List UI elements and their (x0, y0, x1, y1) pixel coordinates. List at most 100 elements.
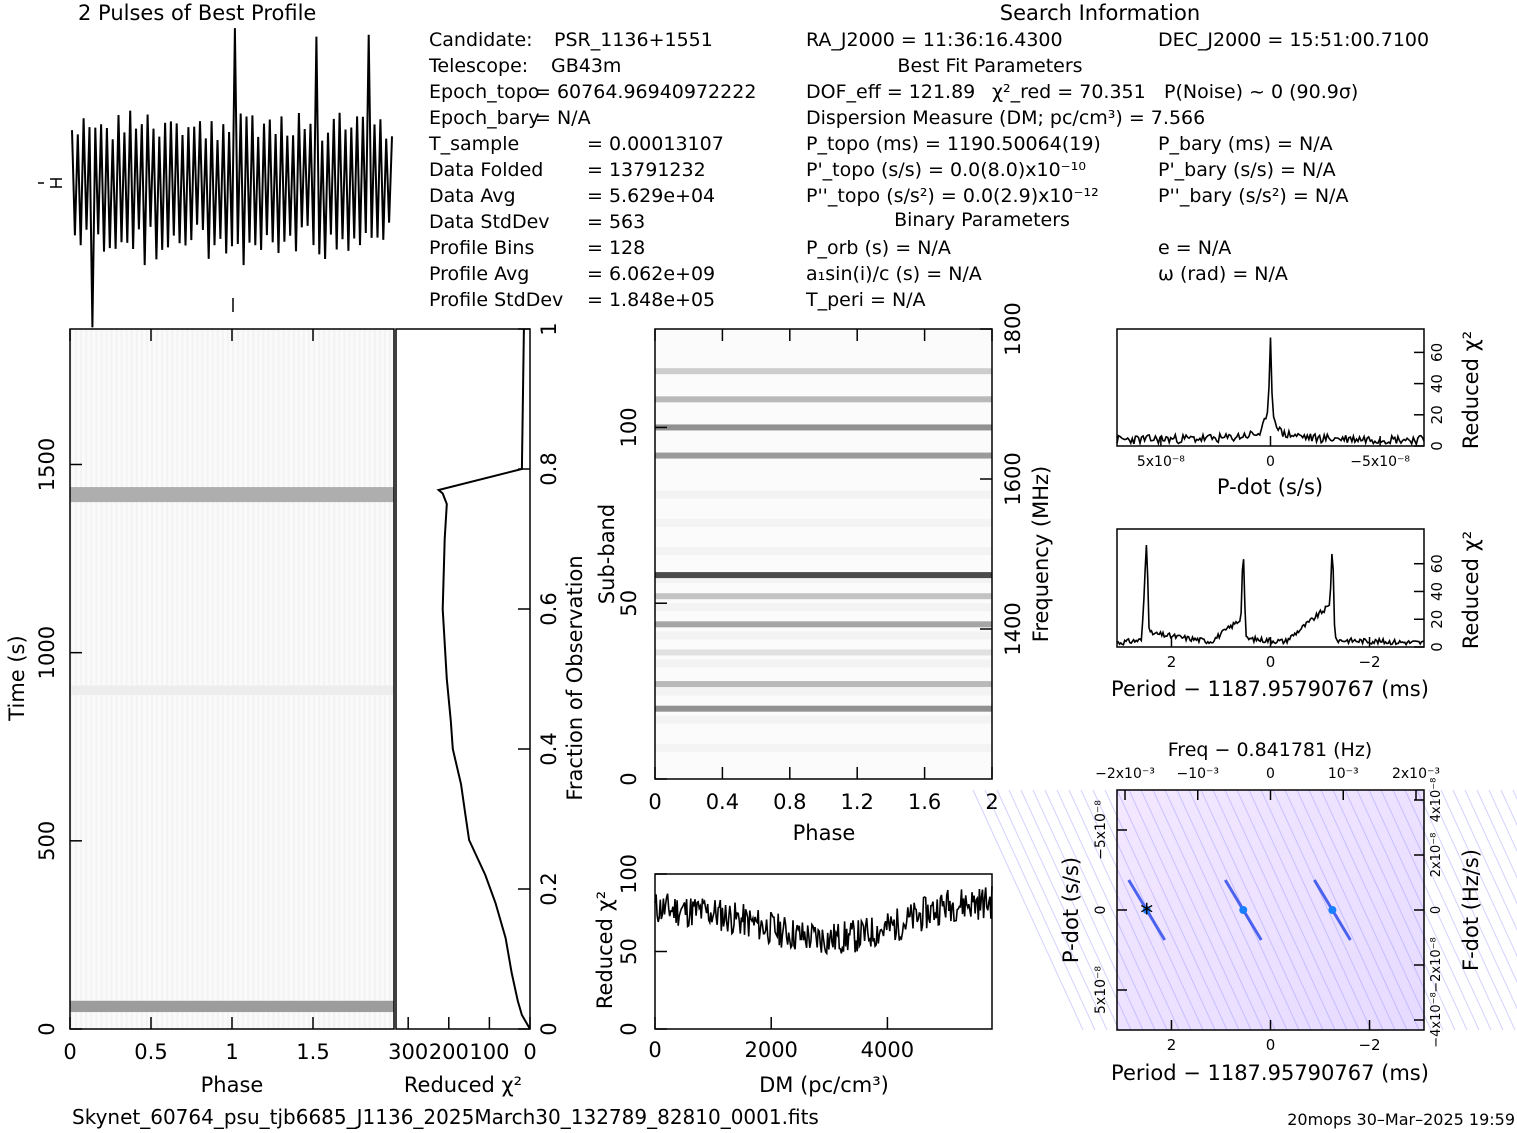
time-phase-stripe (90, 329, 93, 1029)
time-phase-stripe (277, 329, 280, 1029)
pdot-ytick-label: 40 (1428, 374, 1446, 393)
period-ytick-label: 60 (1428, 554, 1446, 573)
ppdot-stripe (1164, 789, 1276, 1031)
pdot-chi2-plot: 5x10⁻⁸ 0 −5x10⁻⁸ 0 20 40 60 P-dot (s/s) Reduce… (1116, 328, 1483, 499)
ppdot-stripe (1128, 789, 1240, 1031)
subband-band (655, 649, 992, 656)
info-label: Data Folded (429, 159, 544, 181)
time-phase-stripe (176, 329, 179, 1029)
time-phase-stripe (232, 329, 234, 1029)
cumulative-chi2-line (436, 328, 531, 1030)
dm-ytick-label: 0 (617, 1022, 641, 1035)
cumulative-xlabel: Reduced χ² (404, 1073, 522, 1097)
time-phase-stripe (297, 329, 300, 1029)
time-phase-stripe (186, 329, 189, 1029)
info-row: Epoch_bary = N/A (429, 105, 591, 131)
info-value: = 6.062e+09 (587, 263, 716, 285)
ppdot-stripe (1284, 789, 1396, 1031)
period-xtick-label: 0 (1266, 653, 1276, 671)
dm-chi2-line (654, 886, 993, 956)
time-phase-stripe (282, 329, 285, 1029)
info-row: Telescope: GB43m (429, 53, 621, 79)
subband-stripe (655, 631, 992, 640)
ppdot-stripe (1212, 789, 1324, 1031)
time-phase-stripe (80, 329, 83, 1029)
time-phase-stripe (95, 329, 98, 1029)
time-phase-stripe (307, 329, 310, 1029)
subband-xtick-label: 1.6 (908, 790, 941, 814)
period-ylabel: Reduced χ² (1459, 531, 1483, 649)
dm-ytick-label: 50 (617, 938, 641, 965)
ppdot-stripe (1356, 789, 1468, 1031)
subband-band (655, 368, 992, 375)
time-phase-stripe (85, 329, 88, 1029)
ppdot-ylabel: P-dot (s/s) (1059, 857, 1083, 963)
period-frame (1116, 528, 1425, 648)
time-phase-stripe (211, 329, 214, 1029)
time-phase-stripe (166, 329, 169, 1029)
time-phase-xlabel: Phase (201, 1073, 264, 1097)
time-phase-stripe (378, 329, 381, 1029)
time-phase-xtick-label: 1 (225, 1040, 238, 1064)
time-phase-stripe (206, 329, 209, 1029)
frequency-ytick-label: 1800 (1001, 302, 1025, 355)
info-value: = 5.629e+04 (587, 185, 716, 207)
ppdot-xlabel: Period − 1187.95790767 (ms) (1111, 1061, 1429, 1085)
search-info: RA_J2000 = 11:36:16.4300 DEC_J2000 = 15:… (806, 27, 1506, 317)
ppdot-stripe (1116, 789, 1228, 1031)
subband-stripe (655, 603, 992, 612)
ppdot-xtick-label: 0 (1266, 1036, 1276, 1054)
profile-line (71, 28, 393, 328)
time-phase-stripe (125, 329, 128, 1029)
info-label: Telescope: (429, 55, 529, 77)
a1-value: a₁sin(i)/c (s) = N/A (806, 263, 982, 285)
subband-stripe (655, 546, 992, 555)
info-value: = 1.848e+05 (587, 289, 716, 311)
dm-xlabel: DM (pc/cm³) (759, 1073, 889, 1097)
profile-errorbar (38, 178, 62, 188)
info-row: T_sample = 0.00013107 (429, 131, 724, 157)
subband-xtick-label: 0 (648, 790, 661, 814)
period-xtick-label: 2 (1167, 653, 1177, 671)
ppdot-stripe (1080, 789, 1192, 1031)
ppdot-stripe (1152, 789, 1264, 1031)
ppdot-stripe (1320, 789, 1432, 1031)
ppdot-stripe (984, 789, 1096, 1031)
ppdot-y2tick-label: −2x10⁻⁸ (1429, 937, 1444, 992)
dm-xtick-label: 4000 (861, 1038, 914, 1062)
ppdot-peak-core (1239, 906, 1248, 914)
info-row: Profile Bins = 128 (429, 235, 645, 261)
time-phase-band (70, 487, 394, 503)
period-chi2-line (1116, 544, 1425, 647)
subband-phase-plot: 0 0.4 0.8 1.2 1.6 2 0 50 100 1400 1600 1800 Phase S… (595, 302, 1053, 845)
subband-stripe (655, 575, 992, 584)
info-value: PSR_1136+1551 (554, 29, 713, 51)
cumulative-ytick-label: 0.2 (537, 872, 561, 905)
time-phase-stripe (171, 329, 174, 1029)
ppdot-y2tick-label: 4x10⁻⁸ (1429, 778, 1444, 823)
subband-stripe (655, 490, 992, 499)
best-fit-title: Best Fit Parameters (897, 55, 1082, 77)
cumulative-frame (395, 328, 531, 1030)
period-ytick-label: 40 (1428, 582, 1446, 601)
ppdot-stripe (1452, 789, 1517, 931)
ppdot-stripe (1416, 789, 1517, 1010)
info-label: T_sample (429, 133, 520, 155)
pdot-xlabel: P-dot (s/s) (1217, 475, 1323, 499)
time-phase-stripe (100, 329, 103, 1029)
subband-ytick-label: 50 (617, 590, 641, 617)
ppdot-stripe (1488, 789, 1517, 853)
info-label: Data Avg (429, 185, 516, 207)
time-phase-stripe (110, 329, 113, 1029)
time-phase-stripe (348, 329, 351, 1029)
time-phase-stripe (226, 329, 229, 1029)
info-label: Profile Avg (429, 263, 530, 285)
time-phase-xtick-label: 0 (63, 1040, 76, 1064)
pdbary-value: P'_bary (s/s) = N/A (1158, 159, 1336, 181)
tperi-value: T_peri = N/A (806, 289, 926, 311)
time-phase-xtick-label: 1.5 (296, 1040, 329, 1064)
dec-value: DEC_J2000 = 15:51:00.7100 (1158, 29, 1430, 51)
info-row: Data Folded = 13791232 (429, 157, 706, 183)
time-phase-stripe (388, 329, 391, 1029)
info-value: = 13791232 (587, 159, 706, 181)
